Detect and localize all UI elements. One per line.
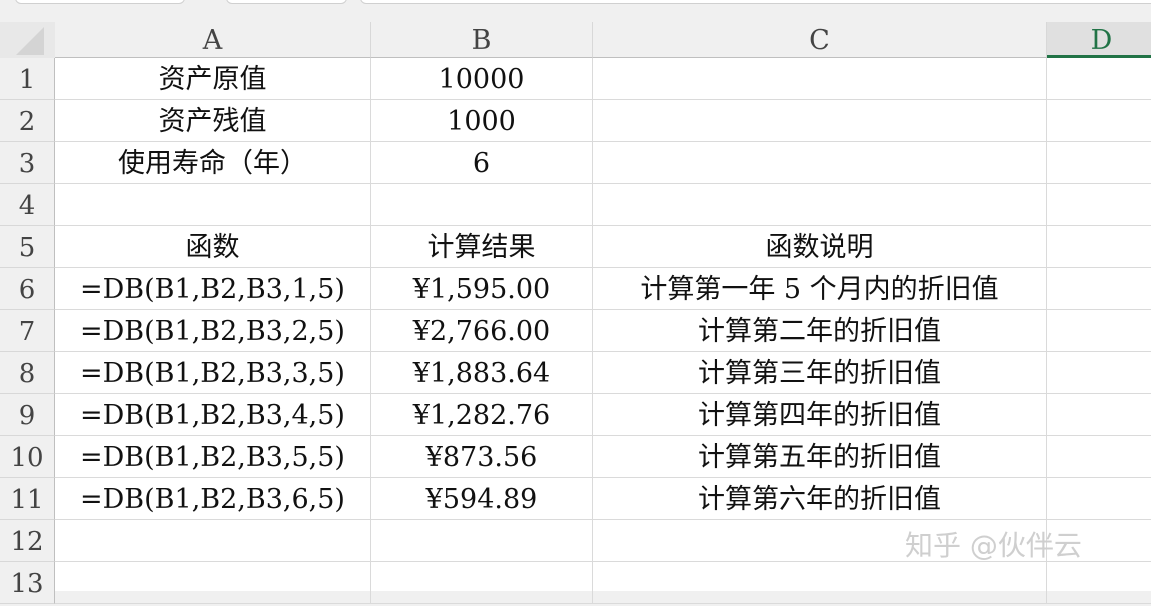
cell-c7[interactable]: 计算第二年的折旧值 [593, 310, 1047, 352]
toolbar-strip [0, 0, 1151, 22]
watermark: 知乎 @伙伴云 [905, 529, 1082, 562]
cell-a2[interactable]: 资产残值 [55, 100, 371, 142]
cell-b12[interactable] [371, 520, 593, 562]
select-all-button[interactable] [0, 22, 55, 58]
row-header[interactable]: 9 [0, 394, 55, 436]
cell-b6[interactable]: ¥1,595.00 [371, 268, 593, 310]
cell-c9[interactable]: 计算第四年的折旧值 [593, 394, 1047, 436]
formula-controls[interactable] [226, 0, 347, 4]
cell-c5[interactable]: 函数说明 [593, 226, 1047, 268]
column-header-c[interactable]: C [593, 22, 1047, 58]
cell-d1[interactable] [1047, 58, 1151, 100]
cell-d6[interactable] [1047, 268, 1151, 310]
row-header[interactable]: 4 [0, 184, 55, 226]
cell-c10[interactable]: 计算第五年的折旧值 [593, 436, 1047, 478]
formula-bar[interactable] [360, 0, 1151, 4]
cell-b10[interactable]: ¥873.56 [371, 436, 593, 478]
cell-b11[interactable]: ¥594.89 [371, 478, 593, 520]
cell-b13[interactable] [371, 562, 593, 604]
cell-c3[interactable] [593, 142, 1047, 184]
cell-a3[interactable]: 使用寿命（年） [55, 142, 371, 184]
cell-c12[interactable] [593, 520, 1047, 562]
row-header[interactable]: 11 [0, 478, 55, 520]
cell-d4[interactable] [1047, 184, 1151, 226]
cell-a4[interactable] [55, 184, 371, 226]
cell-b7[interactable]: ¥2,766.00 [371, 310, 593, 352]
row-header[interactable]: 8 [0, 352, 55, 394]
cell-c11[interactable]: 计算第六年的折旧值 [593, 478, 1047, 520]
cell-d7[interactable] [1047, 310, 1151, 352]
cell-b4[interactable] [371, 184, 593, 226]
cell-a10[interactable]: =DB(B1,B2,B3,5,5) [55, 436, 371, 478]
cell-b3[interactable]: 6 [371, 142, 593, 184]
cell-a8[interactable]: =DB(B1,B2,B3,3,5) [55, 352, 371, 394]
cell-a7[interactable]: =DB(B1,B2,B3,2,5) [55, 310, 371, 352]
cell-c13[interactable] [593, 562, 1047, 604]
cell-b5[interactable]: 计算结果 [371, 226, 593, 268]
row-header[interactable]: 5 [0, 226, 55, 268]
cell-c1[interactable] [593, 58, 1047, 100]
row-header[interactable]: 1 [0, 58, 55, 100]
cell-d10[interactable] [1047, 436, 1151, 478]
cell-a1[interactable]: 资产原值 [55, 58, 371, 100]
cell-b1[interactable]: 10000 [371, 58, 593, 100]
name-box[interactable] [15, 0, 185, 4]
cell-a11[interactable]: =DB(B1,B2,B3,6,5) [55, 478, 371, 520]
cell-c4[interactable] [593, 184, 1047, 226]
cell-a5[interactable]: 函数 [55, 226, 371, 268]
cell-c2[interactable] [593, 100, 1047, 142]
cell-b2[interactable]: 1000 [371, 100, 593, 142]
column-header-a[interactable]: A [55, 22, 371, 58]
row-header[interactable]: 6 [0, 268, 55, 310]
cell-c6[interactable]: 计算第一年 5 个月内的折旧值 [593, 268, 1047, 310]
cell-b8[interactable]: ¥1,883.64 [371, 352, 593, 394]
row-header[interactable]: 3 [0, 142, 55, 184]
cell-d9[interactable] [1047, 394, 1151, 436]
cell-a13[interactable] [55, 562, 371, 604]
cell-d12[interactable] [1047, 520, 1151, 562]
row-header[interactable]: 12 [0, 520, 55, 562]
cell-a12[interactable] [55, 520, 371, 562]
cell-b9[interactable]: ¥1,282.76 [371, 394, 593, 436]
cell-d11[interactable] [1047, 478, 1151, 520]
cell-d5[interactable] [1047, 226, 1151, 268]
cell-d13[interactable] [1047, 562, 1151, 604]
cell-a9[interactable]: =DB(B1,B2,B3,4,5) [55, 394, 371, 436]
column-header-b[interactable]: B [371, 22, 593, 58]
row-header[interactable]: 7 [0, 310, 55, 352]
row-header[interactable]: 13 [0, 562, 55, 604]
sheet-grid[interactable]: 资产原值 10000 资产残值 1000 使用寿命（年） 6 函数 计算结果 函数说明 =DB(B… [55, 58, 1151, 604]
row-header[interactable]: 2 [0, 100, 55, 142]
cell-c8[interactable]: 计算第三年的折旧值 [593, 352, 1047, 394]
cell-d2[interactable] [1047, 100, 1151, 142]
cell-d8[interactable] [1047, 352, 1151, 394]
row-header[interactable]: 10 [0, 436, 55, 478]
cell-d3[interactable] [1047, 142, 1151, 184]
cell-a6[interactable]: =DB(B1,B2,B3,1,5) [55, 268, 371, 310]
column-header-d[interactable]: D [1047, 22, 1151, 58]
